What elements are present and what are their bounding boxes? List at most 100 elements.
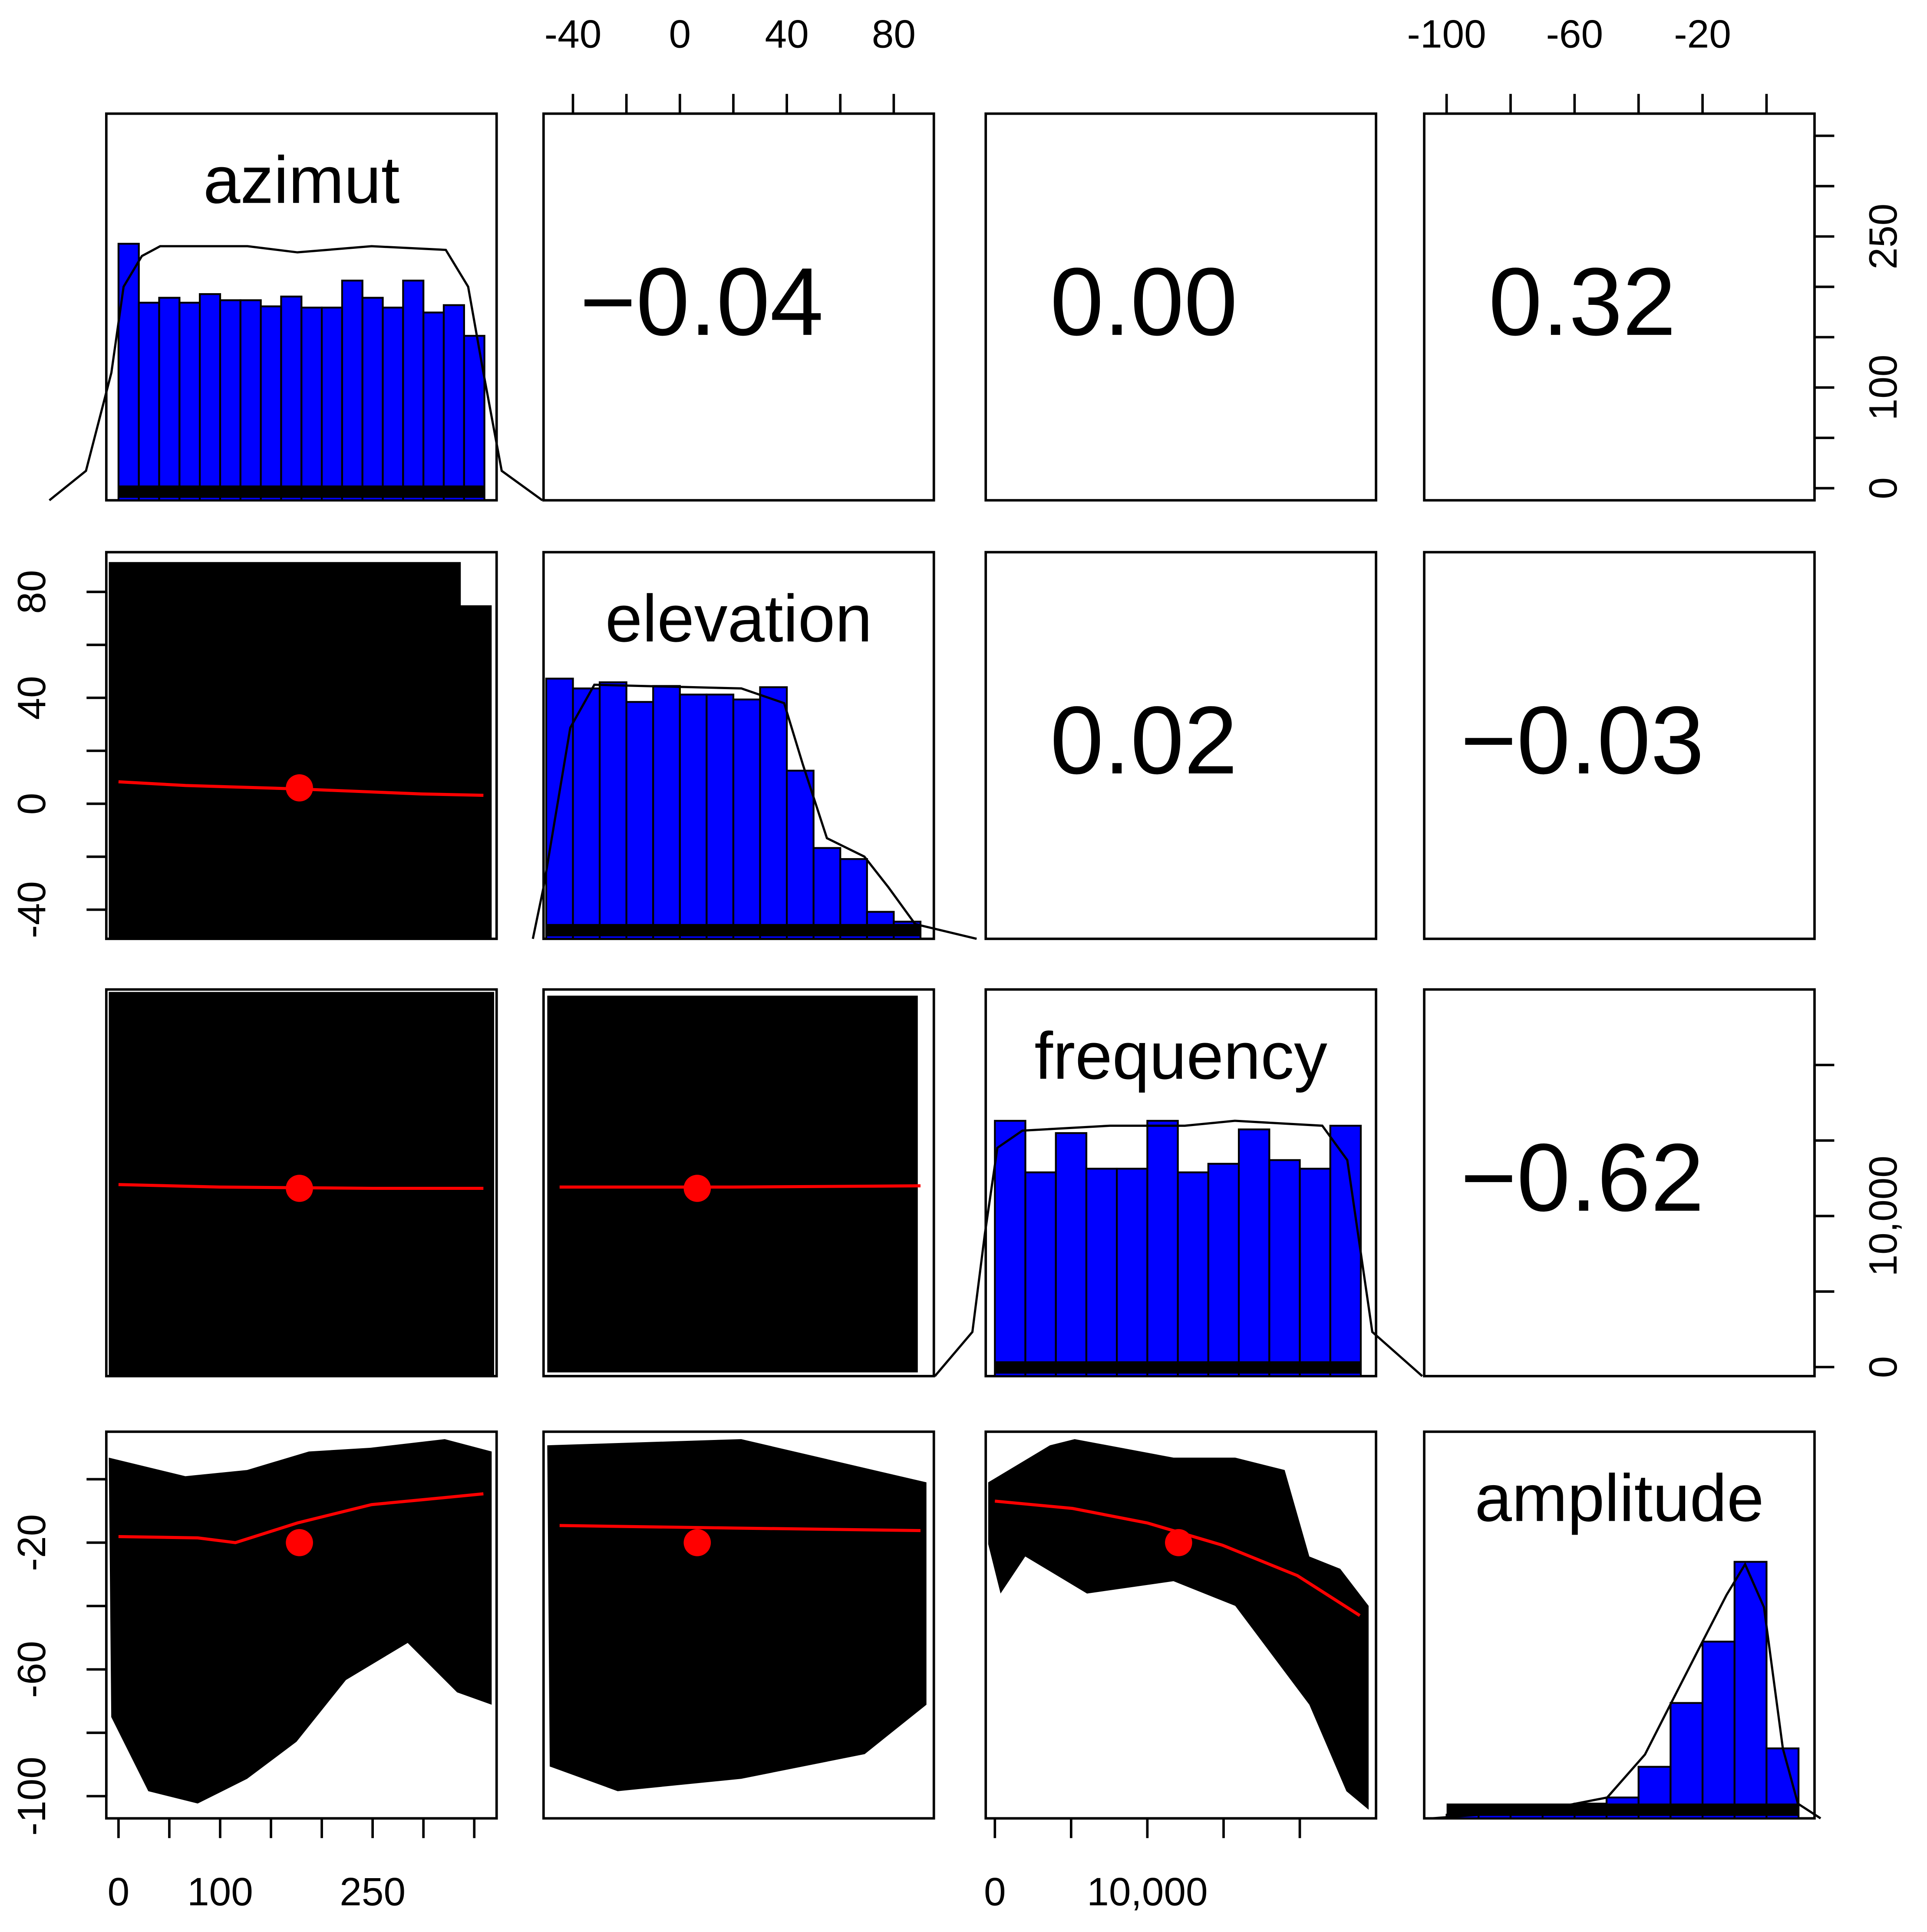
- hist-bar: [280, 295, 303, 502]
- mean-point: [286, 774, 313, 802]
- y-tick-label: 100: [1861, 354, 1905, 420]
- variable-name: elevation: [605, 581, 872, 656]
- loess-line: [559, 1524, 921, 1532]
- hist-bar: [300, 307, 323, 502]
- x-tick-label: 40: [765, 12, 808, 56]
- hist-bar: [679, 694, 708, 940]
- point-cloud: [109, 605, 492, 939]
- hist-bar: [572, 687, 601, 940]
- rug: [995, 1361, 1361, 1374]
- hist-bar: [706, 694, 735, 940]
- panel-frame: [542, 988, 935, 1377]
- hist-bar: [759, 686, 788, 940]
- hist-bar: [442, 304, 465, 502]
- hist-bar: [138, 301, 160, 502]
- correlation: 0.02: [1050, 687, 1237, 794]
- mean-point: [683, 1175, 711, 1202]
- hist-bar: [652, 685, 681, 940]
- density-curve: [1431, 1562, 1821, 1820]
- hist-bar: [260, 305, 282, 502]
- x-tick-label: -20: [1674, 12, 1731, 56]
- variable-name: azimut: [203, 142, 399, 217]
- correlation: 0.00: [1050, 248, 1237, 356]
- point-cloud: [547, 1439, 927, 1791]
- panel-frame: [984, 112, 1377, 502]
- hist-bar: [178, 301, 201, 502]
- hist-bar: [545, 677, 574, 940]
- y-tick-label: -20: [10, 1514, 54, 1572]
- hist-bar: [341, 279, 363, 502]
- x-tick-label: 0: [108, 1870, 130, 1914]
- hist-bar: [598, 681, 627, 940]
- panel-frame: [984, 551, 1377, 940]
- y-tick-label: 10,000: [1861, 1156, 1905, 1276]
- hist-bar: [1237, 1128, 1270, 1377]
- hist-bar: [1085, 1168, 1118, 1377]
- hist-bar: [199, 293, 221, 502]
- variable-name: amplitude: [1475, 1460, 1764, 1535]
- hist-bar: [219, 299, 241, 502]
- y-tick-label: 0: [10, 793, 54, 815]
- loess-line: [559, 1184, 921, 1189]
- rug: [546, 924, 921, 937]
- point-cloud: [547, 995, 918, 1373]
- loess-line: [118, 1492, 484, 1544]
- mean-point: [683, 1529, 711, 1556]
- point-cloud: [988, 1439, 1369, 1810]
- panel-frame: [542, 1430, 935, 1820]
- x-tick-label: 100: [187, 1870, 253, 1914]
- mean-point: [286, 1529, 313, 1556]
- panel-frame: [1423, 551, 1816, 940]
- x-tick-label: 0: [984, 1870, 1006, 1914]
- x-tick-label: -40: [544, 12, 602, 56]
- x-tick-label: 0: [669, 12, 691, 56]
- hist-bar: [239, 299, 262, 502]
- y-tick-label: 40: [10, 676, 54, 720]
- density-curve: [49, 245, 543, 502]
- density-curve: [934, 1120, 1423, 1377]
- mean-point: [286, 1175, 313, 1202]
- hist-bar: [1177, 1171, 1209, 1377]
- x-tick-label: 250: [340, 1870, 406, 1914]
- y-tick-label: 250: [1861, 204, 1905, 270]
- y-tick-label: 0: [1861, 477, 1905, 499]
- mean-point: [1165, 1529, 1192, 1556]
- hist-bar: [1299, 1168, 1331, 1377]
- hist-bar: [1024, 1171, 1057, 1377]
- hist-bar: [1329, 1125, 1362, 1377]
- x-tick-label: -60: [1546, 12, 1604, 56]
- y-tick-label: -100: [10, 1757, 54, 1836]
- hist-bar: [1701, 1641, 1736, 1820]
- hist-bar: [994, 1120, 1026, 1377]
- hist-bar: [1055, 1132, 1088, 1377]
- hist-bar: [320, 307, 343, 502]
- hist-bar: [1116, 1168, 1148, 1377]
- hist-bar: [625, 701, 654, 940]
- density-curve: [531, 684, 977, 940]
- hist-bar: [1268, 1159, 1301, 1377]
- correlation: 0.32: [1488, 248, 1676, 356]
- y-tick-label: -40: [10, 881, 54, 938]
- point-cloud: [109, 562, 461, 612]
- hist-bar: [382, 307, 404, 502]
- variable-name: frequency: [1034, 1018, 1327, 1093]
- y-tick-label: 80: [10, 570, 54, 614]
- correlation: −0.03: [1460, 687, 1704, 794]
- hist-bar: [422, 311, 445, 502]
- x-tick-label: -100: [1407, 12, 1486, 56]
- hist-bar: [1207, 1163, 1240, 1377]
- x-tick-label: 80: [872, 12, 916, 56]
- hist-bar: [158, 297, 181, 502]
- hist-bar: [117, 243, 140, 502]
- x-tick-label: 10,000: [1087, 1870, 1208, 1914]
- correlation: −0.62: [1460, 1124, 1704, 1232]
- y-tick-label: -60: [10, 1641, 54, 1698]
- hist-bar: [785, 769, 815, 940]
- hist-bar: [361, 297, 384, 502]
- hist-bar: [1670, 1702, 1704, 1820]
- rug: [118, 485, 485, 498]
- hist-bar: [1146, 1120, 1179, 1377]
- hist-bar: [402, 279, 425, 502]
